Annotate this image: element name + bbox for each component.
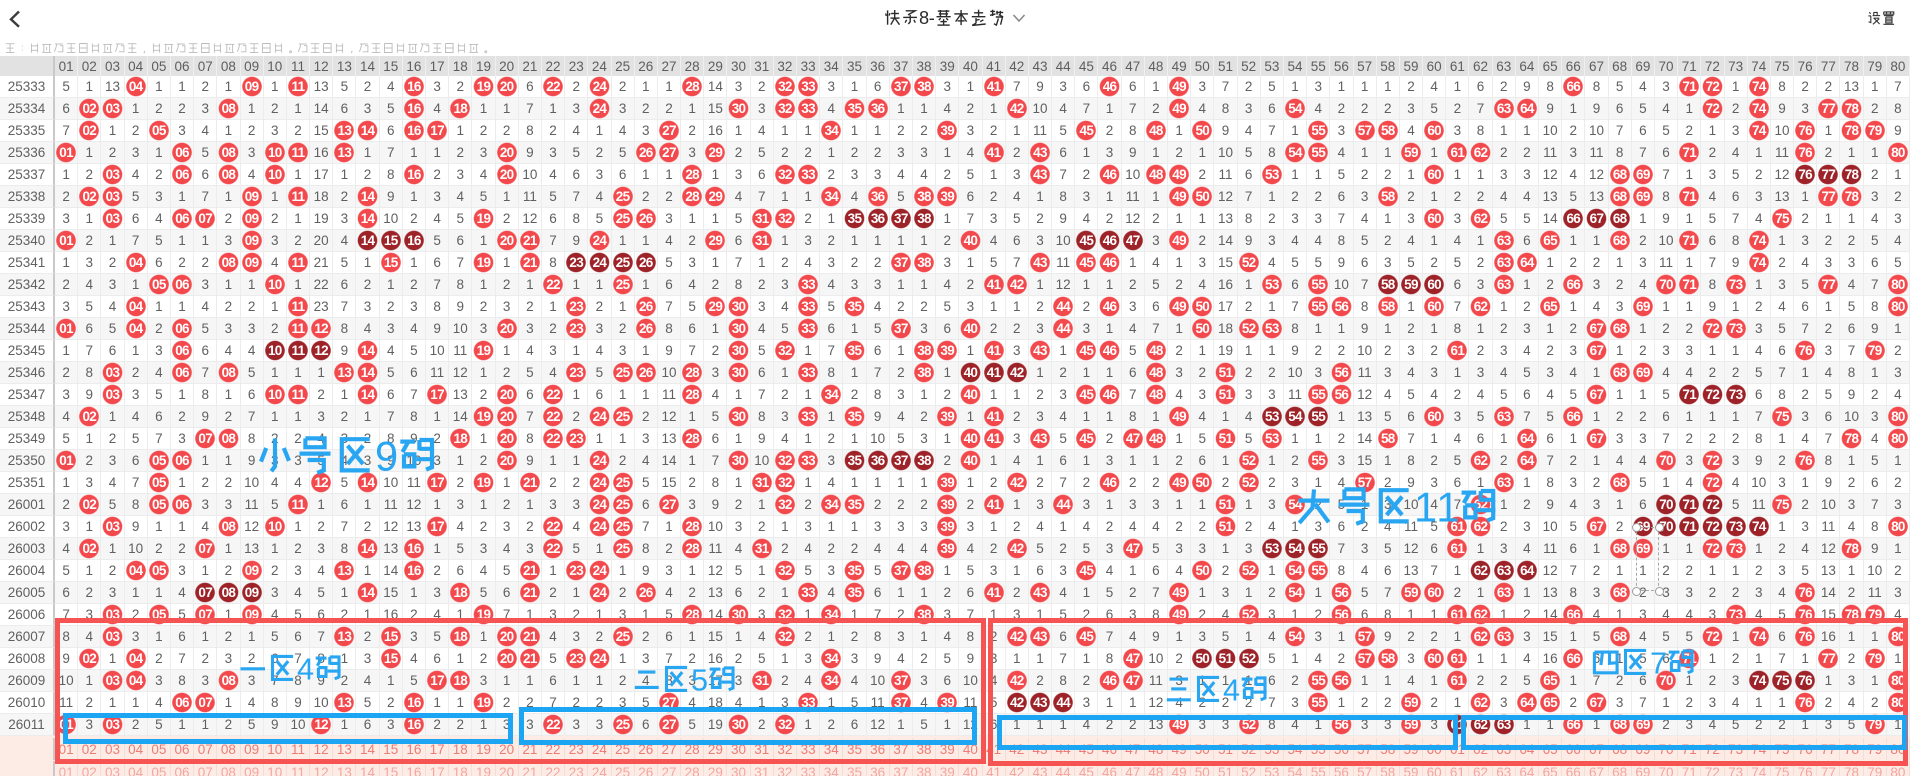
- svg-text:7: 7: [1650, 645, 1667, 680]
- svg-text:1: 1: [1436, 483, 1459, 530]
- svg-text:-: -: [929, 8, 935, 28]
- svg-text:5: 5: [691, 662, 708, 697]
- svg-text:4: 4: [297, 651, 314, 686]
- svg-text:4: 4: [1223, 672, 1240, 707]
- svg-text:1: 1: [1414, 483, 1437, 530]
- svg-text:9: 9: [375, 432, 398, 479]
- svg-text:8: 8: [919, 8, 929, 28]
